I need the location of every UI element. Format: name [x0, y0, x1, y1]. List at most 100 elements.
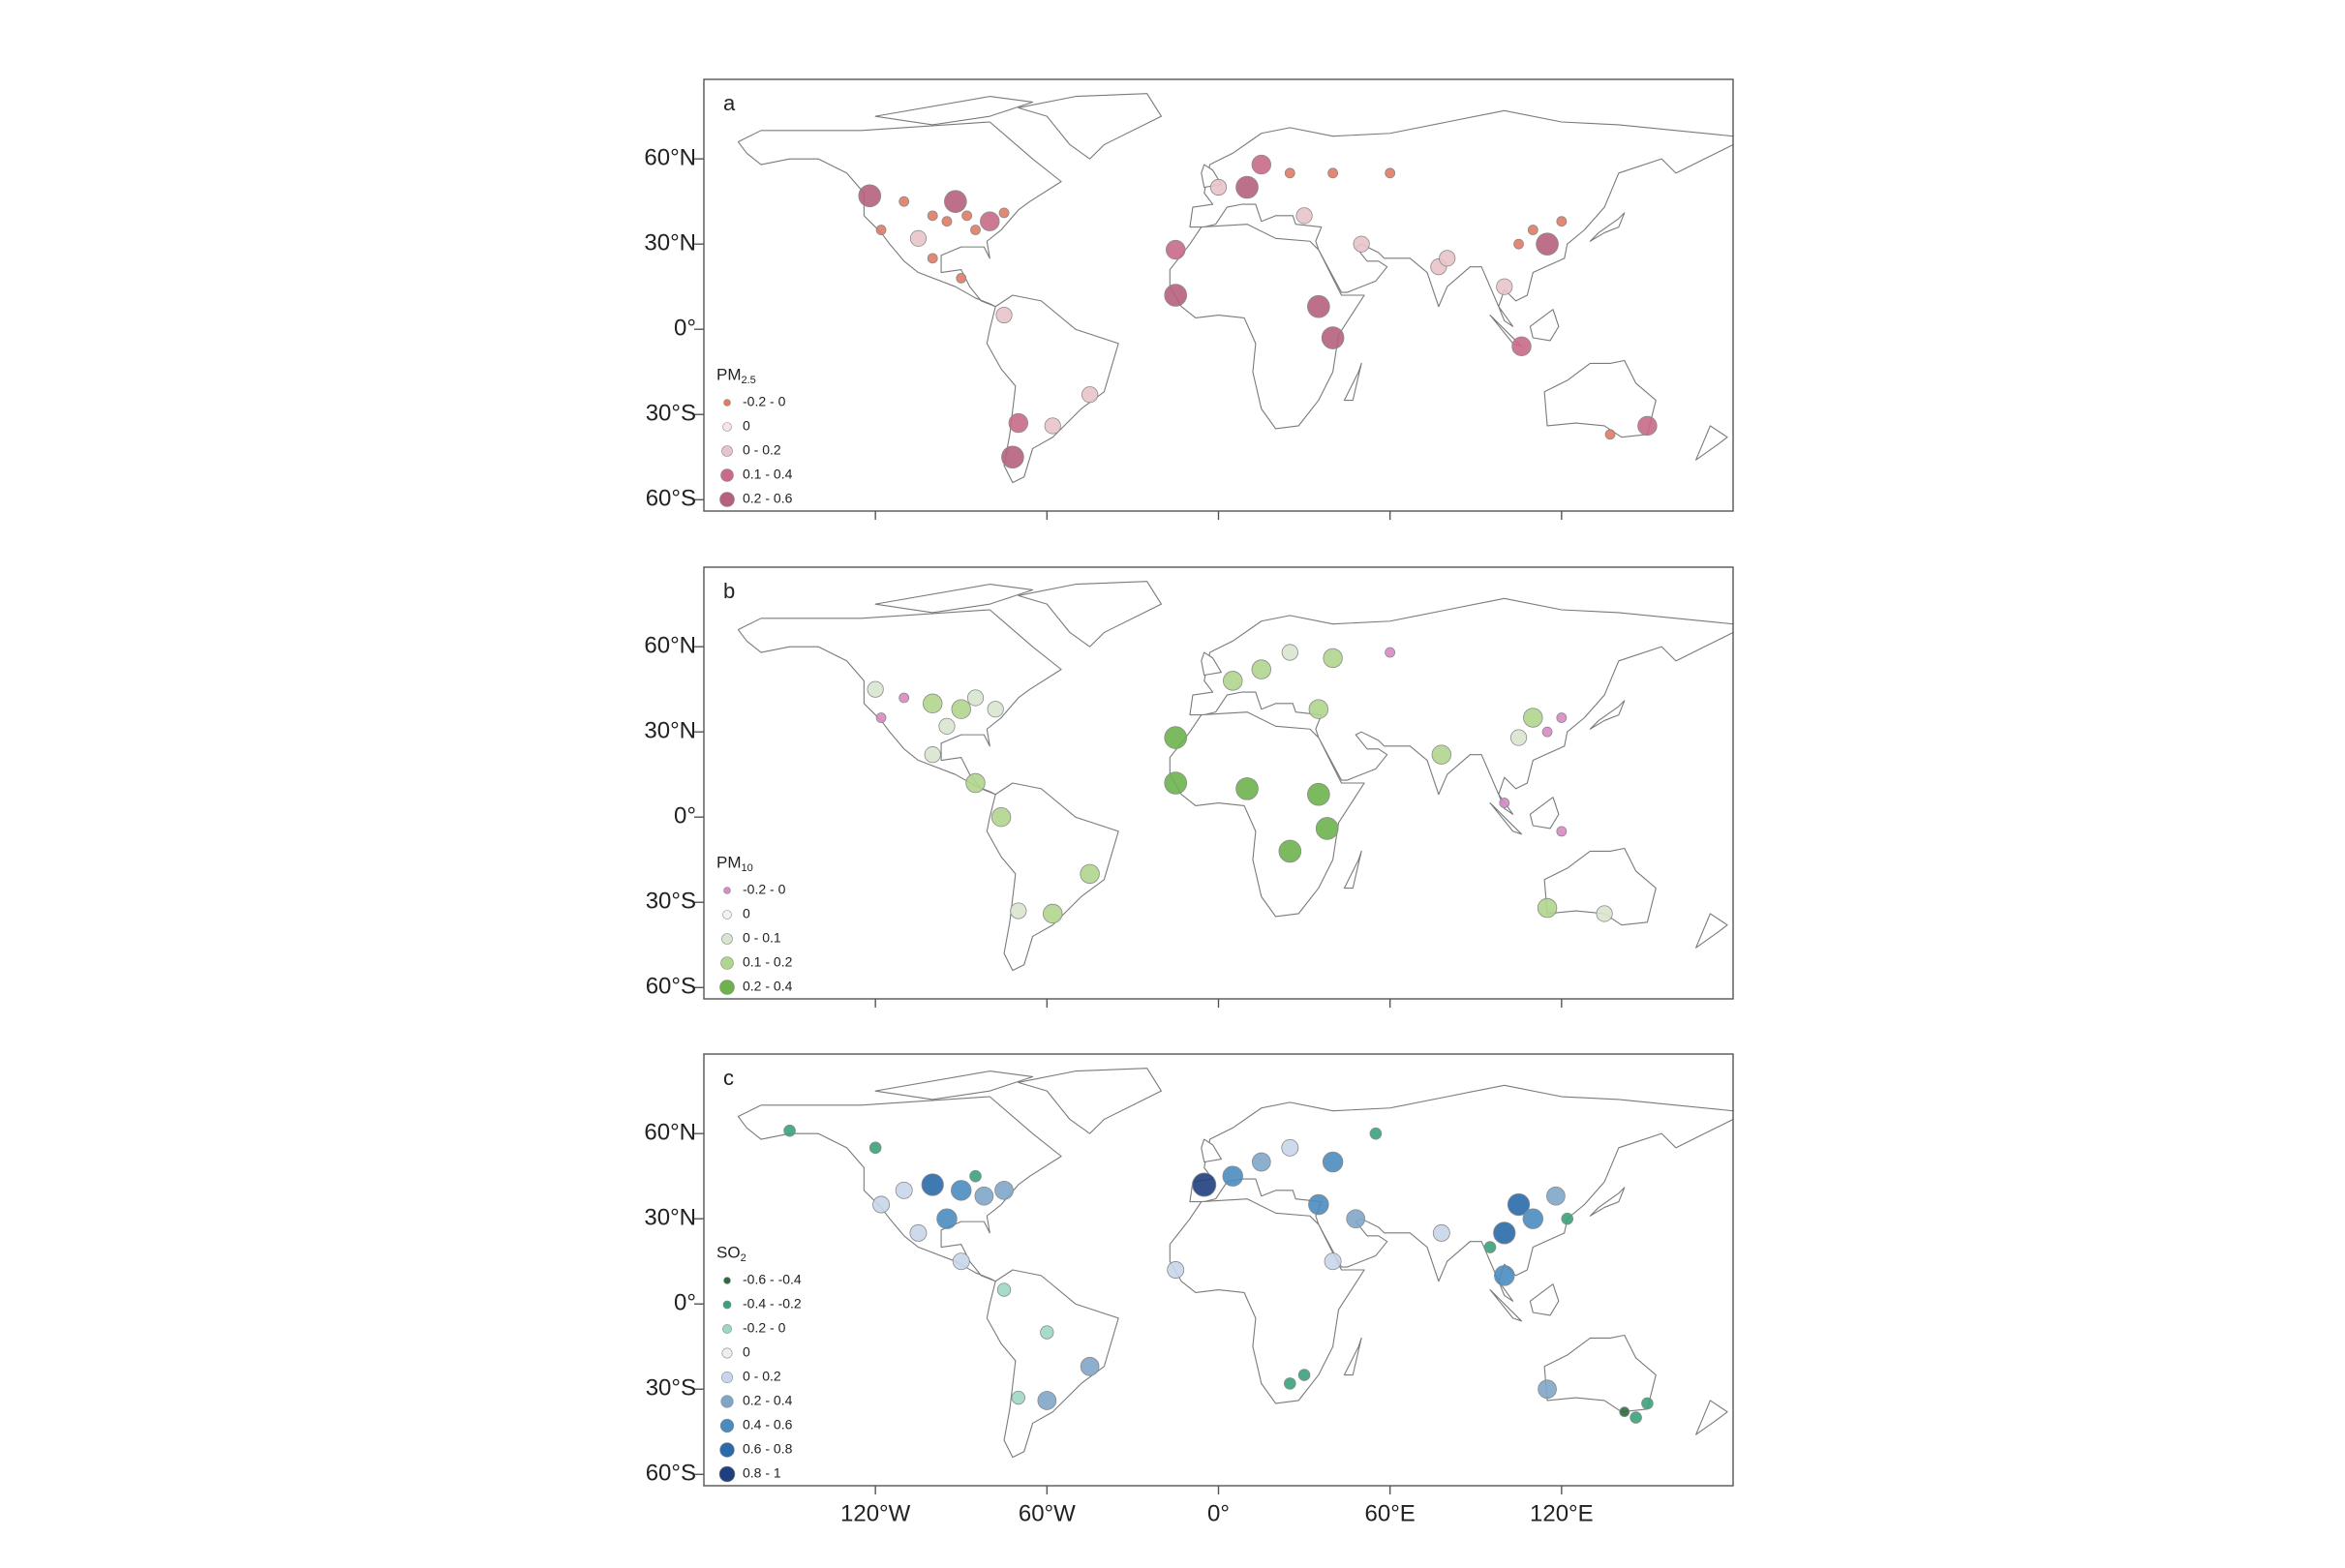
legend-label: 0.2 - 0.4: [743, 1393, 793, 1408]
site: [1297, 1369, 1311, 1381]
site: [1010, 902, 1027, 920]
site: [927, 253, 938, 264]
site: [1439, 250, 1456, 267]
site: [1494, 1265, 1515, 1286]
x-tick-label: 60°E: [1365, 1500, 1416, 1526]
site: [1251, 1152, 1271, 1172]
y-tick-label: 0°: [674, 1290, 696, 1316]
legend-label: 0.2 - 0.4: [743, 979, 793, 994]
legend-label: 0 - 0.1: [743, 930, 781, 946]
legend-swatch: [722, 910, 732, 920]
y-tick-label: 60°S: [646, 974, 696, 1000]
site: [1523, 708, 1543, 728]
site: [1369, 1127, 1383, 1140]
site: [1522, 1208, 1544, 1229]
site: [1596, 905, 1613, 922]
site: [1223, 671, 1243, 691]
site: [875, 712, 887, 723]
site: [951, 699, 971, 719]
legend-swatch: [719, 980, 735, 995]
site: [938, 717, 956, 735]
site: [927, 210, 938, 222]
site: [936, 1208, 958, 1229]
site: [1499, 798, 1510, 808]
site: [1011, 1390, 1025, 1405]
site: [990, 807, 1012, 828]
site: [961, 210, 973, 222]
legend-label: 0: [743, 418, 750, 434]
site: [944, 190, 967, 213]
site: [1511, 336, 1532, 357]
legend-swatch: [723, 399, 731, 407]
site: [1308, 699, 1329, 719]
site: [994, 1180, 1014, 1200]
site: [998, 207, 1010, 219]
legend-swatch: [721, 933, 733, 945]
site: [1251, 154, 1271, 175]
site: [1281, 644, 1298, 661]
site: [898, 692, 910, 704]
legend-subscript: 2.5: [742, 375, 756, 386]
site: [1629, 1411, 1642, 1424]
y-tick-label: 30°S: [646, 889, 696, 915]
site: [1509, 729, 1528, 746]
site: [1324, 1252, 1342, 1271]
site: [924, 746, 941, 764]
map-panel: [736, 1067, 1733, 1460]
site: [1538, 1379, 1557, 1400]
site: [1081, 386, 1099, 404]
legend-swatch: [722, 422, 732, 432]
site: [895, 1181, 913, 1199]
legend-label: 0.1 - 0.4: [743, 467, 793, 482]
site: [1431, 744, 1452, 765]
site: [1037, 1391, 1057, 1410]
site: [1432, 1223, 1450, 1242]
site: [1164, 284, 1188, 307]
site: [1556, 712, 1568, 723]
site: [1251, 659, 1271, 679]
site: [969, 1169, 982, 1183]
y-tick-label: 30°N: [644, 718, 696, 744]
site: [783, 1124, 796, 1137]
site: [1044, 417, 1061, 435]
site: [1315, 817, 1339, 840]
legend-swatch: [721, 1347, 733, 1359]
legend-label: 0: [743, 906, 750, 921]
legend-label: -0.4 - -0.2: [743, 1296, 802, 1312]
site: [1556, 826, 1568, 837]
legend-swatch: [718, 1465, 736, 1483]
site: [1281, 1138, 1299, 1157]
legend-label: 0.6 - 0.8: [743, 1441, 793, 1457]
y-tick-label: 0°: [674, 316, 696, 342]
panel-label: c: [723, 1066, 734, 1090]
legend-label: 0.1 - 0.2: [743, 954, 793, 970]
site: [1536, 232, 1559, 256]
land-outline: [736, 580, 1733, 973]
y-tick-label: 60°N: [644, 145, 696, 171]
panel-label: b: [723, 579, 735, 603]
site: [872, 1195, 891, 1214]
site: [1080, 1356, 1100, 1376]
site: [858, 184, 882, 208]
site: [966, 689, 985, 707]
site: [1235, 777, 1259, 800]
site: [1209, 178, 1228, 196]
legend-swatch: [720, 956, 734, 970]
y-tick-label: 30°N: [644, 1205, 696, 1231]
site: [1483, 1241, 1497, 1253]
site: [1308, 1193, 1329, 1216]
legend-swatch: [723, 1277, 731, 1284]
legend-swatch: [719, 492, 735, 507]
x-tick-label: 120°E: [1530, 1500, 1594, 1526]
site: [1537, 897, 1558, 919]
site: [1604, 429, 1616, 440]
legend-swatch: [720, 1371, 734, 1384]
y-tick-label: 0°: [674, 803, 696, 829]
legend-swatch: [720, 468, 734, 482]
x-tick-label: 60°W: [1019, 1500, 1076, 1526]
site: [1284, 167, 1295, 179]
site: [987, 701, 1004, 718]
site: [1496, 278, 1513, 295]
site: [1385, 167, 1396, 179]
site: [1385, 647, 1396, 658]
